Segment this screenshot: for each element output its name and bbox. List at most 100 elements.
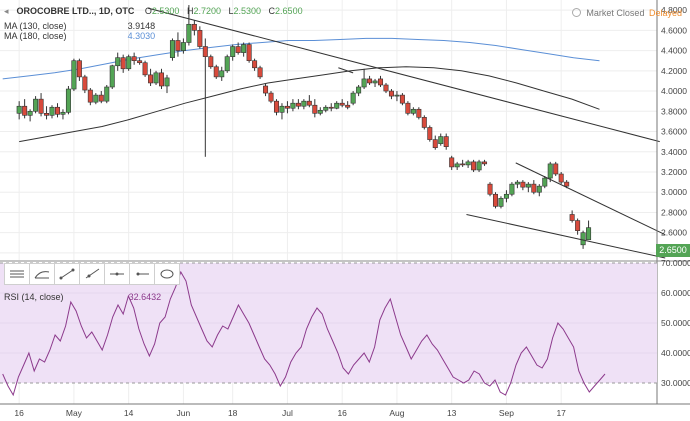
horizontal-line-icon	[110, 272, 124, 276]
last-price-tag: 2.6500	[656, 244, 690, 257]
candle-body	[164, 77, 170, 87]
candle-body	[361, 78, 367, 88]
candle-body	[82, 76, 88, 91]
candle-body	[575, 220, 581, 231]
candle-body	[33, 98, 39, 112]
candle-body	[328, 106, 334, 109]
rsi-y-tick: 60.0000	[661, 288, 690, 298]
candle-body	[137, 60, 143, 64]
candle-body	[492, 193, 498, 207]
trendline	[466, 213, 666, 259]
candle-body	[87, 89, 93, 103]
candle-body	[148, 74, 154, 84]
candle-body	[273, 100, 279, 113]
low-value: 2.5300	[233, 6, 262, 16]
lines-tool-button[interactable]	[4, 263, 30, 285]
symbol-title: OROCOBRE LTD.., 1D, OTC	[16, 6, 135, 16]
candle-body	[191, 23, 197, 31]
candle-body	[213, 66, 219, 78]
candle-body	[482, 161, 488, 165]
open-value: 2.5300	[151, 6, 180, 16]
candle-body	[49, 106, 55, 116]
candle-body	[509, 183, 515, 195]
price-y-tick: 4.0000	[661, 86, 687, 96]
rsi-y-tick: 50.0000	[661, 318, 690, 328]
price-y-tick: 3.6000	[661, 127, 687, 137]
candle-body	[394, 94, 400, 97]
candle-body	[257, 67, 263, 78]
candle-body	[295, 102, 301, 107]
ma130-line	[19, 66, 600, 143]
x-tick-label: Sep	[499, 408, 514, 418]
trendline	[147, 7, 660, 143]
x-tick-label: 16	[14, 408, 24, 418]
rsi-value: 32.6432	[128, 292, 162, 302]
candle-body	[476, 161, 482, 171]
rsi-y-tick: 70.0000	[661, 258, 690, 268]
candle-body	[410, 108, 416, 114]
trendline	[515, 162, 666, 236]
candle-body	[438, 136, 444, 144]
candle-body	[416, 108, 422, 118]
candle-body	[536, 185, 542, 193]
candle-body	[186, 23, 192, 43]
price-y-tick: 3.2000	[661, 167, 687, 177]
candle-body	[531, 183, 537, 193]
candle-body	[542, 177, 548, 187]
market-status: Market Closed Delayed	[571, 8, 682, 18]
candle-body	[208, 56, 214, 68]
trendline-tool-button[interactable]	[54, 263, 80, 285]
candle-body	[514, 181, 520, 185]
candle-body	[224, 56, 230, 72]
candle-body	[263, 85, 269, 94]
candle-body	[580, 232, 586, 246]
candle-body	[65, 88, 71, 113]
candle-body	[547, 163, 553, 179]
horizontal-ray-tool-button[interactable]	[129, 263, 155, 285]
ray-tool-button[interactable]	[79, 263, 105, 285]
price-y-tick: 3.4000	[661, 147, 687, 157]
candle-body	[44, 113, 50, 116]
candle-body	[498, 197, 504, 207]
ma180-line	[2, 37, 600, 80]
rsi-line	[2, 270, 606, 397]
candle-body	[564, 181, 570, 187]
candle-body	[38, 98, 44, 114]
price-y-tick: 3.0000	[661, 187, 687, 197]
collapse-icon[interactable]: ◂	[4, 6, 9, 16]
high-value: 2.7200	[193, 6, 221, 16]
price-y-tick: 4.6000	[661, 25, 687, 35]
trendline	[338, 67, 354, 74]
shape-tool-button[interactable]	[154, 263, 180, 285]
candle-body	[98, 94, 104, 102]
candle-body	[126, 56, 132, 70]
candle-body	[142, 62, 148, 76]
fib-tool-button[interactable]	[29, 263, 55, 285]
close-label: C	[268, 6, 276, 16]
data-status-text: Delayed	[648, 8, 682, 18]
candle-body	[487, 183, 493, 195]
candle-body	[290, 102, 296, 109]
ma180-label: MA (180, close)	[4, 31, 67, 41]
clock-icon	[571, 8, 581, 17]
candle-body	[427, 127, 433, 140]
series-legend: ◂ OROCOBRE LTD.., 1D, OTC O2.5300 H2.720…	[4, 6, 303, 17]
candle-body	[169, 40, 175, 58]
rsi-label: RSI (14, close)	[4, 292, 64, 302]
candle-body	[449, 157, 455, 168]
candle-body	[460, 163, 466, 166]
candle-body	[202, 46, 208, 57]
x-tick-label: 18	[228, 408, 238, 418]
candle-body	[76, 60, 82, 78]
candle-body	[388, 90, 394, 97]
x-tick-label: Jun	[177, 408, 191, 418]
candle-body	[383, 84, 389, 92]
candle-body	[104, 86, 110, 102]
price-y-tick: 4.4000	[661, 46, 687, 56]
x-tick-label: Jul	[282, 408, 293, 418]
horizontal-line-tool-button[interactable]	[104, 263, 130, 285]
lines-icon	[10, 270, 24, 278]
candle-body	[120, 57, 126, 70]
candle-body	[197, 30, 203, 47]
